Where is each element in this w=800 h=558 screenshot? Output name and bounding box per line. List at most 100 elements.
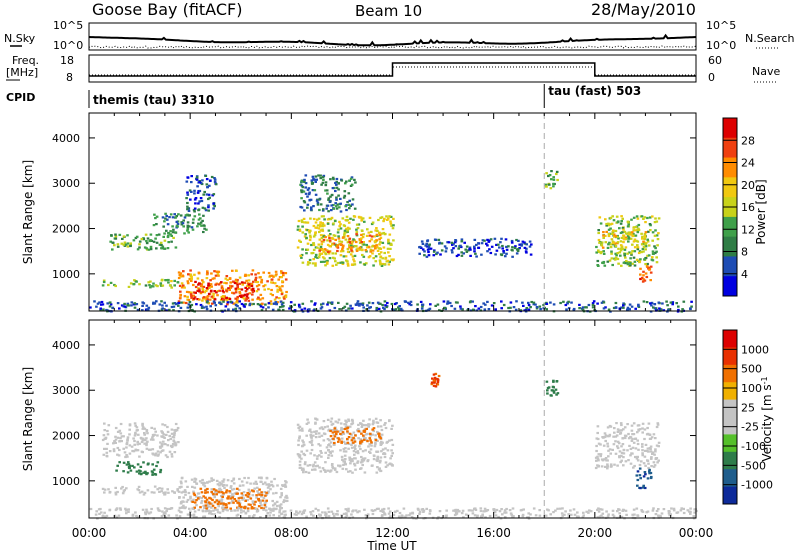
power-cell [238, 282, 241, 285]
power-cell [602, 231, 605, 234]
power-cell [570, 301, 573, 304]
velocity-cell [339, 449, 342, 452]
power-cell [515, 252, 519, 255]
velocity-cell [204, 496, 207, 499]
power-cell [388, 233, 392, 236]
power-cell [138, 240, 142, 243]
power-colorbar-tick-label: 4 [741, 268, 748, 281]
power-cell [361, 236, 365, 239]
power-cell [179, 306, 183, 309]
velocity-cell [192, 498, 195, 501]
velocity-cell [193, 477, 197, 480]
power-cell [343, 231, 347, 234]
velocity-cell [476, 514, 479, 517]
power-cell [102, 280, 106, 284]
power-cell [602, 250, 605, 253]
power-cell [132, 283, 136, 286]
power-cell [213, 180, 217, 183]
velocity-cell [180, 485, 183, 488]
power-cell [183, 216, 187, 219]
velocity-cell [219, 489, 223, 492]
velocity-cell [359, 447, 362, 451]
power-cell [629, 237, 633, 240]
power-cell [677, 305, 680, 308]
velocity-cell [106, 433, 110, 436]
power-cell [273, 282, 277, 285]
velocity-cell [432, 379, 436, 382]
power-cell [652, 306, 655, 309]
power-cell [165, 214, 168, 218]
power-cell [155, 215, 159, 218]
velocity-cell [210, 506, 213, 509]
velocity-cell [621, 443, 625, 446]
velocity-cell [339, 432, 342, 435]
velocity-cell [297, 439, 300, 442]
power-cell [228, 277, 232, 280]
power-cell [114, 237, 118, 240]
power-cell [251, 298, 254, 301]
velocity-cell [432, 384, 436, 387]
velocity-cell [651, 451, 655, 454]
power-cell [160, 247, 163, 250]
power-cell [498, 246, 501, 249]
power-cell [205, 308, 209, 311]
power-cell [197, 218, 201, 221]
velocity-cell [375, 471, 379, 474]
velocity-cell [237, 507, 240, 510]
velocity-cell [333, 441, 336, 445]
velocity-cell [135, 426, 139, 429]
power-cell [332, 222, 335, 225]
power-cell [619, 244, 623, 247]
velocity-cell [159, 471, 162, 474]
velocity-cell [408, 514, 411, 517]
nave-line [89, 66, 696, 76]
power-cell [324, 189, 327, 192]
velocity-cell [192, 492, 196, 495]
power-cell [123, 241, 127, 244]
power-cell [388, 215, 391, 218]
power-cell [192, 294, 196, 297]
power-cell [329, 178, 332, 181]
velocity-cell [417, 508, 420, 511]
velocity-cell [103, 422, 106, 425]
power-cell [187, 209, 191, 212]
velocity-cell [226, 497, 229, 500]
power-cell [336, 244, 339, 247]
power-cell [391, 259, 395, 262]
power-cell [197, 222, 200, 225]
power-cell [360, 241, 363, 244]
power-cell [306, 203, 310, 206]
power-cell [276, 290, 279, 293]
velocity-cell [311, 443, 314, 447]
power-cell [633, 246, 637, 249]
power-cell [618, 227, 621, 230]
velocity-cell [318, 454, 321, 457]
power-cell [144, 284, 148, 287]
velocity-cell [640, 460, 643, 463]
power-cell [348, 179, 351, 182]
power-cell [238, 300, 241, 303]
velocity-cell [257, 492, 260, 495]
velocity-cell [342, 440, 346, 443]
power-cell [207, 284, 210, 287]
power-cell [188, 189, 192, 192]
velocity-cell [620, 454, 623, 457]
velocity-cell [128, 466, 131, 470]
velocity-cell [145, 447, 149, 450]
velocity-cell [218, 511, 222, 514]
power-cell [312, 258, 315, 261]
power-cell [361, 253, 364, 257]
velocity-cell [344, 463, 347, 466]
velocity-cell [211, 504, 215, 507]
power-cell [330, 301, 334, 304]
velocity-cell [655, 425, 659, 429]
power-cell [607, 228, 611, 231]
power-cell [355, 233, 358, 236]
power-cell [241, 296, 245, 299]
velocity-cell [372, 454, 376, 457]
freq-label-1: Freq. [12, 54, 39, 67]
velocity-cell [644, 443, 648, 446]
power-cell [644, 231, 648, 234]
power-cell [657, 217, 661, 220]
power-cell [375, 308, 378, 311]
